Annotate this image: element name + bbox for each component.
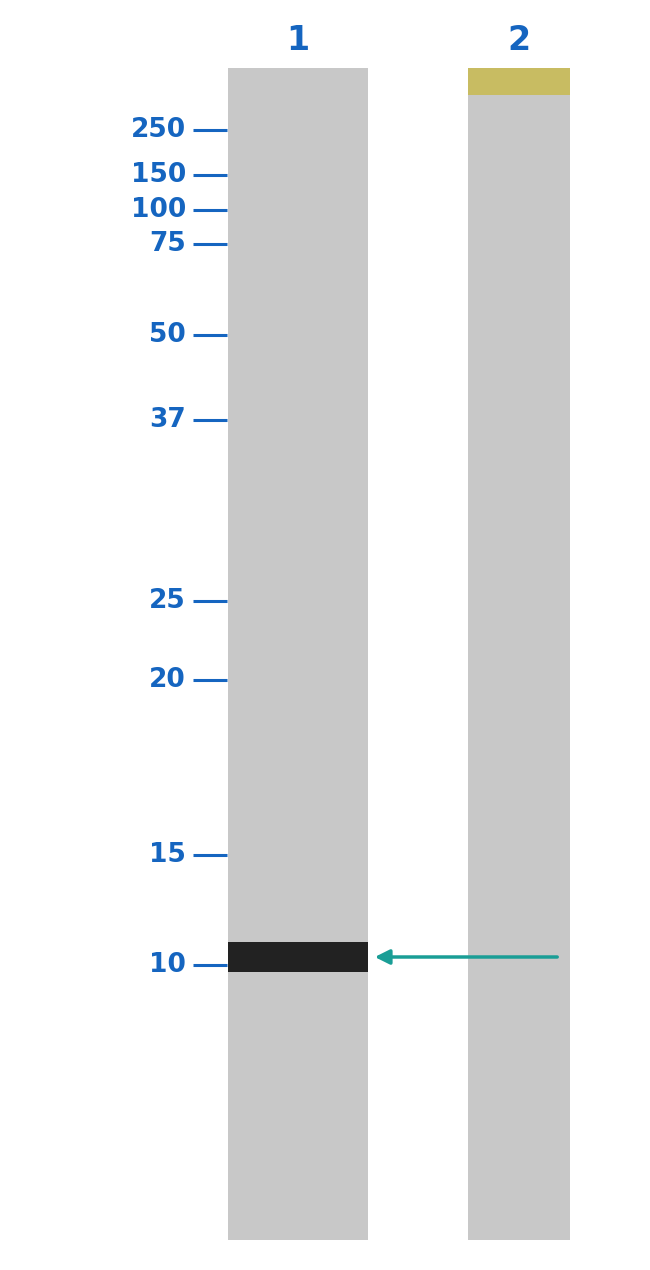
Text: 37: 37 <box>150 406 186 433</box>
Text: 100: 100 <box>131 197 186 224</box>
Text: 250: 250 <box>131 117 186 144</box>
Text: 150: 150 <box>131 163 186 188</box>
Text: 2: 2 <box>508 24 530 56</box>
Bar <box>468 69 570 95</box>
Text: 75: 75 <box>150 231 186 257</box>
Text: 20: 20 <box>150 667 186 693</box>
Bar <box>468 69 570 1240</box>
Text: 15: 15 <box>149 842 186 867</box>
Bar <box>228 942 368 972</box>
Text: 10: 10 <box>149 952 186 978</box>
Bar <box>228 69 368 1240</box>
Text: 1: 1 <box>287 24 309 56</box>
Text: 25: 25 <box>150 588 186 613</box>
Text: 50: 50 <box>150 323 186 348</box>
